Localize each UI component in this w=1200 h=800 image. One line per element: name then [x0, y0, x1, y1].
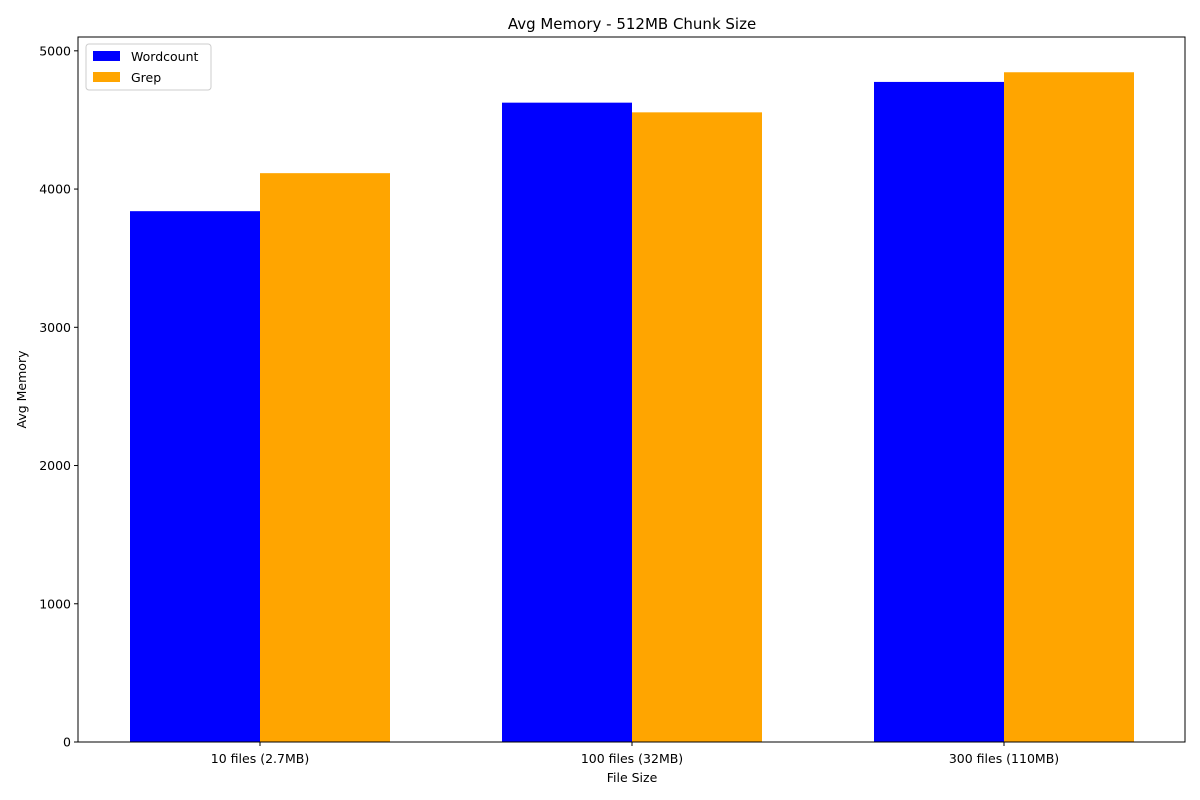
- bar-grep-3: [1004, 72, 1134, 742]
- bar-grep-2: [632, 112, 762, 742]
- bars-layer: [130, 72, 1134, 743]
- x-tick-label: 100 files (32MB): [581, 751, 683, 766]
- y-tick-label: 0: [63, 735, 71, 750]
- x-tick-label: 10 files (2.7MB): [211, 751, 309, 766]
- bar-wordcount-3: [874, 81, 1004, 743]
- x-tick-label: 300 files (110MB): [949, 751, 1059, 766]
- y-axis-label: Avg Memory: [14, 350, 29, 429]
- y-tick-label: 3000: [39, 320, 71, 335]
- y-tick-label: 5000: [39, 43, 71, 58]
- chart-title: Avg Memory - 512MB Chunk Size: [508, 15, 756, 33]
- x-axis-label: File Size: [607, 770, 658, 785]
- y-tick-label: 2000: [39, 458, 71, 473]
- bar-grep-1: [260, 173, 390, 743]
- y-tick-label: 4000: [39, 182, 71, 197]
- bar-wordcount-1: [130, 211, 260, 743]
- legend-label-wordcount: Wordcount: [131, 49, 198, 64]
- y-tick-label: 1000: [39, 596, 71, 611]
- bar-wordcount-2: [502, 102, 632, 743]
- legend: Wordcount Grep: [85, 43, 212, 91]
- legend-swatch-grep: [93, 72, 120, 82]
- legend-swatch-wordcount: [93, 51, 120, 61]
- y-axis: 0 1000 2000 3000 4000 5000: [39, 43, 78, 750]
- x-axis: 10 files (2.7MB) 100 files (32MB) 300 file…: [211, 742, 1059, 766]
- legend-label-grep: Grep: [131, 70, 161, 85]
